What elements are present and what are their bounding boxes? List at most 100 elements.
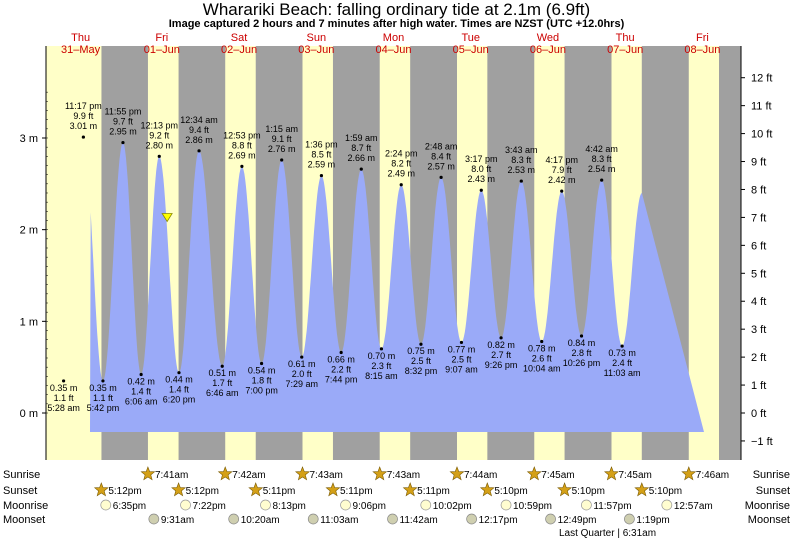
tide-curve [90,142,704,432]
sunset-time: 5:11pm [417,486,450,497]
day-name: Sat [231,32,248,44]
tide-marker [439,175,443,180]
high-tide-label: 1:36 pm [305,140,338,150]
sunset-time: 5:10pm [572,486,605,497]
tide-marker [399,183,403,187]
high-tide-label: 9.9 ft [73,111,94,121]
tide-area [90,142,704,432]
low-tide-label: 9:07 am [445,364,478,374]
sunset-icon [93,482,109,497]
tide-marker [61,379,66,383]
low-tide-label: 0.77 m [448,344,476,354]
daylight-band [688,46,720,460]
high-tide-label: 8.4 ft [431,151,452,161]
day-date: 08–Jun [684,44,720,56]
low-tide-label: 2.4 ft [612,358,633,368]
day-name: Mon [383,32,404,44]
left-tick-label: 1 m [20,316,38,328]
sunrise-icon [603,466,619,481]
tide-marker [359,167,363,171]
low-tide-label: 11:03 am [604,368,641,378]
high-tide-label: 8.3 ft [511,155,532,165]
day-date: 04–Jun [375,44,411,56]
row-label-right: Sunset [756,485,790,497]
high-tide-label: 8.0 ft [471,164,492,174]
high-tide-label: 9.2 ft [149,130,170,140]
high-tide-label: 11:17 pm [65,101,102,111]
moonset-time: 12:49pm [558,515,597,526]
high-tide-label: 12:53 pm [223,130,261,140]
low-tide-label: 0.73 m [608,348,636,358]
moonset-icon [228,513,240,525]
tide-marker [499,336,503,340]
sunset-time: 5:10pm [494,486,527,497]
high-tide-label: 8.3 ft [592,154,613,164]
sunset-time: 5:12pm [108,486,141,497]
moonrise-time: 12:57am [674,501,713,512]
sunset-icon [171,482,187,497]
high-tide-label: 2.59 m [308,160,336,170]
low-tide-label: 1.7 ft [212,378,233,388]
high-tide-label: 2.42 m [548,175,576,185]
astro-rows: Sunrise Sunrise Sunset Sunset Moonrise Moonri… [3,466,790,539]
high-tide-label: 8.5 ft [311,150,332,160]
sunset-time: 5:11pm [340,486,373,497]
day-date: 31–May [61,44,101,56]
right-tick-label: 0 ft [751,408,766,420]
tide-marker [579,334,584,338]
moonset-icon [387,513,398,525]
tide-marker [177,371,181,375]
high-tide-label: 3:17 pm [465,154,498,164]
high-tide-label: 9.4 ft [189,125,210,135]
sunset-time: 5:10pm [649,486,682,497]
day-name: Fri [696,32,709,44]
low-tide-label: 7:00 pm [245,385,278,395]
right-tick-label: 2 ft [751,352,766,364]
high-tide-label: 11:55 pm [105,107,142,117]
low-tide-label: 0.35 m [89,383,117,393]
right-tick-label: 1 ft [751,380,766,392]
row-label-left: Sunset [3,485,37,497]
day-name: Sun [306,32,326,44]
sunset-icon [634,482,650,497]
day-date: 02–Jun [221,44,257,56]
sunset-icon [402,482,418,497]
low-tide-label: 0.84 m [568,338,596,348]
right-tick-label: 12 ft [751,73,772,85]
right-tick-label: 11 ft [751,101,772,113]
high-tide-label: 2.49 m [387,169,415,179]
day-name: Thu [71,32,90,44]
high-tide-label: 12:34 am [180,115,218,125]
tide-marker [459,340,464,345]
sunrise-icon [294,466,311,481]
sunset-time: 5:12pm [186,486,219,497]
low-tide-label: 0.42 m [127,376,155,386]
right-tick-label: 10 ft [751,129,772,141]
high-tide-label: 7.9 ft [552,165,573,175]
moonrise-icon [581,499,592,511]
sunrise-time: 7:43am [387,470,420,481]
low-tide-label: 6:20 pm [163,395,196,405]
day-date: 05–Jun [453,44,489,56]
day-date: 01–Jun [144,44,180,56]
day-date: 03–Jun [298,44,334,56]
low-tide-label: 7:44 pm [325,374,358,384]
sunrise-time: 7:43am [309,470,342,481]
low-tide-label: 7:29 am [285,379,318,389]
high-tide-label: 2.57 m [427,161,455,171]
sunrise-time: 7:45am [618,470,651,481]
high-tide-label: 2.76 m [268,144,296,154]
high-tide-label: 2.86 m [185,135,213,145]
low-tide-label: 6:06 am [125,396,158,406]
tide-marker [479,188,483,192]
low-tide-label: 5:42 pm [87,403,120,413]
moonrise-icon [260,499,271,511]
moonrise-icon [500,499,512,511]
tide-marker [339,350,343,355]
tide-marker [81,135,85,139]
high-tide-label: 12:13 pm [140,120,178,130]
moonrise-icon [420,499,432,511]
moonset-time: 12:17pm [479,515,518,526]
sunrise-time: 7:46am [696,470,729,481]
